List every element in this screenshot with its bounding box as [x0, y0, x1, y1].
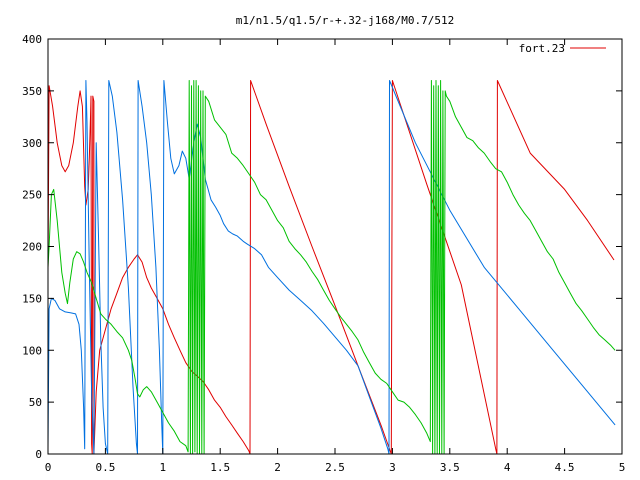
legend-label-fort23: fort.23 [519, 42, 565, 55]
y-tick-label: 350 [22, 85, 42, 98]
y-tick-label: 400 [22, 33, 42, 46]
y-tick-label: 200 [22, 241, 42, 254]
legend: fort.23 [519, 42, 606, 55]
x-tick-label: 2 [274, 461, 281, 474]
x-tick-label: 1.5 [210, 461, 230, 474]
chart-title: m1/n1.5/q1.5/r-+.32-j168/M0.7/512 [236, 14, 455, 27]
x-tick-label: 1 [159, 461, 166, 474]
series-layer [47, 80, 616, 455]
series-line-3 [47, 80, 616, 455]
x-tick-label: 4.5 [555, 461, 575, 474]
x-tick-label: 2.5 [325, 461, 345, 474]
x-tick-label: 3.5 [440, 461, 460, 474]
plot-frame [47, 38, 623, 455]
y-tick-label: 250 [22, 189, 42, 202]
x-tick-label: 5 [619, 461, 626, 474]
x-tick-label: 0.5 [95, 461, 115, 474]
y-tick-label: 300 [22, 137, 42, 150]
x-tick-label: 4 [504, 461, 511, 474]
series-line-2 [47, 80, 616, 455]
y-tick-label: 100 [22, 344, 42, 357]
y-tick-label: 0 [35, 448, 42, 461]
y-tick-label: 50 [29, 396, 42, 409]
x-tick-label: 3 [389, 461, 396, 474]
tick-layer: 0 0.5 1 1.5 2 2.5 3 3.5 4 4.5 50501001502002503003… [22, 33, 625, 474]
x-tick-label: 0 [45, 461, 52, 474]
y-tick-label: 150 [22, 292, 42, 305]
series-line-1 [47, 80, 615, 455]
